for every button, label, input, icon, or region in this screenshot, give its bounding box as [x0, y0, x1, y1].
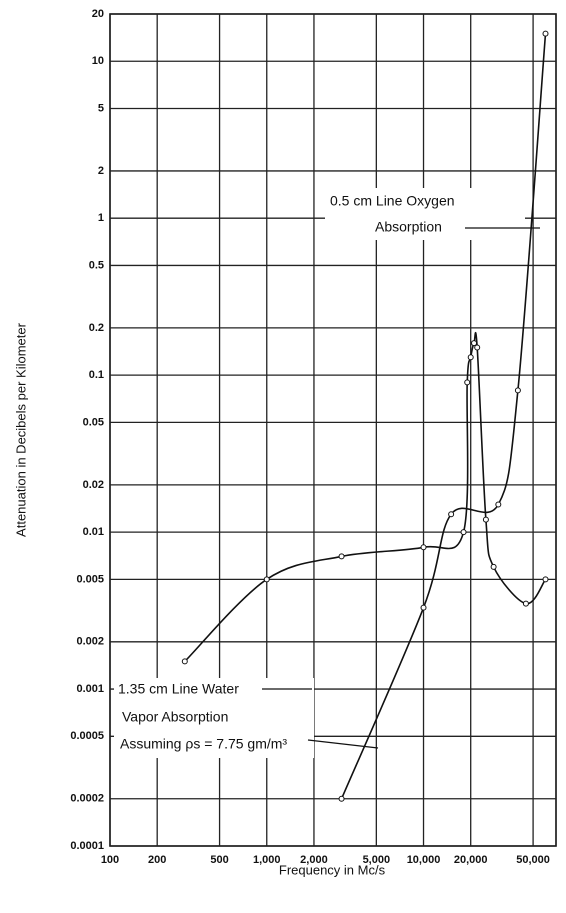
y-tick-label: 0.1 [89, 369, 104, 381]
data-point [490, 563, 497, 570]
x-axis-label: Frequency in Mc/s [279, 862, 386, 877]
x-tick-label: 1,000 [253, 854, 281, 866]
x-tick-label: 50,000 [516, 854, 550, 866]
data-point [263, 576, 270, 583]
data-point [464, 379, 471, 386]
data-point [482, 516, 489, 523]
x-tick-label: 10,000 [407, 854, 441, 866]
series-line [340, 33, 547, 800]
data-point [542, 30, 549, 37]
y-tick-label: 0.5 [89, 259, 104, 271]
y-tick-label: 0.0005 [70, 730, 104, 742]
y-tick-label: 5 [98, 102, 104, 114]
y-tick-label: 1 [98, 212, 104, 224]
data-point [338, 553, 345, 560]
data-point [467, 354, 474, 361]
y-tick-label: 0.02 [83, 479, 104, 491]
y-axis-label: Attenuation in Decibels per Kilometer [13, 322, 28, 537]
x-tick-label: 200 [148, 854, 166, 866]
x-tick-label: 100 [101, 854, 119, 866]
x-tick-label: 20,000 [454, 854, 488, 866]
data-point [542, 576, 549, 583]
y-tick-label: 0.0001 [70, 840, 104, 852]
data-point [181, 658, 188, 665]
data-point [514, 387, 521, 394]
annotation: 1.35 cm Line Water [118, 681, 239, 697]
x-tick-label: 2,000 [300, 854, 328, 866]
y-tick-label: 0.0002 [70, 793, 104, 805]
data-point [448, 511, 455, 518]
y-tick-label: 10 [92, 55, 104, 67]
y-tick-label: 0.001 [76, 683, 104, 695]
annotation: 0.5 cm Line Oxygen [330, 193, 455, 209]
annotation-bg [325, 188, 525, 240]
data-point [495, 501, 502, 508]
y-tick-label: 0.005 [76, 573, 104, 585]
annotation-arrow [307, 739, 379, 749]
y-tick-label: 0.05 [83, 416, 104, 428]
data-point [338, 795, 345, 802]
annotation-bg [114, 678, 314, 758]
data-point [522, 600, 529, 607]
data-point [420, 544, 427, 551]
data-point [460, 529, 467, 536]
x-tick-label: 5,000 [363, 854, 391, 866]
y-tick-label: 2 [98, 165, 104, 177]
data-point [471, 340, 478, 347]
y-tick-label: 0.002 [76, 636, 104, 648]
annotation: Absorption [375, 219, 442, 235]
data-point [474, 344, 481, 351]
y-tick-label: 0.2 [89, 322, 104, 334]
y-tick-label: 20 [92, 8, 104, 20]
annotation: Vapor Absorption [122, 709, 228, 725]
series [181, 30, 549, 802]
annotation: Assuming ρs = 7.75 gm/m³ [120, 736, 287, 752]
y-tick-label: 0.01 [83, 526, 104, 538]
x-tick-label: 500 [210, 854, 228, 866]
data-point [420, 604, 427, 611]
series-line [184, 331, 547, 662]
